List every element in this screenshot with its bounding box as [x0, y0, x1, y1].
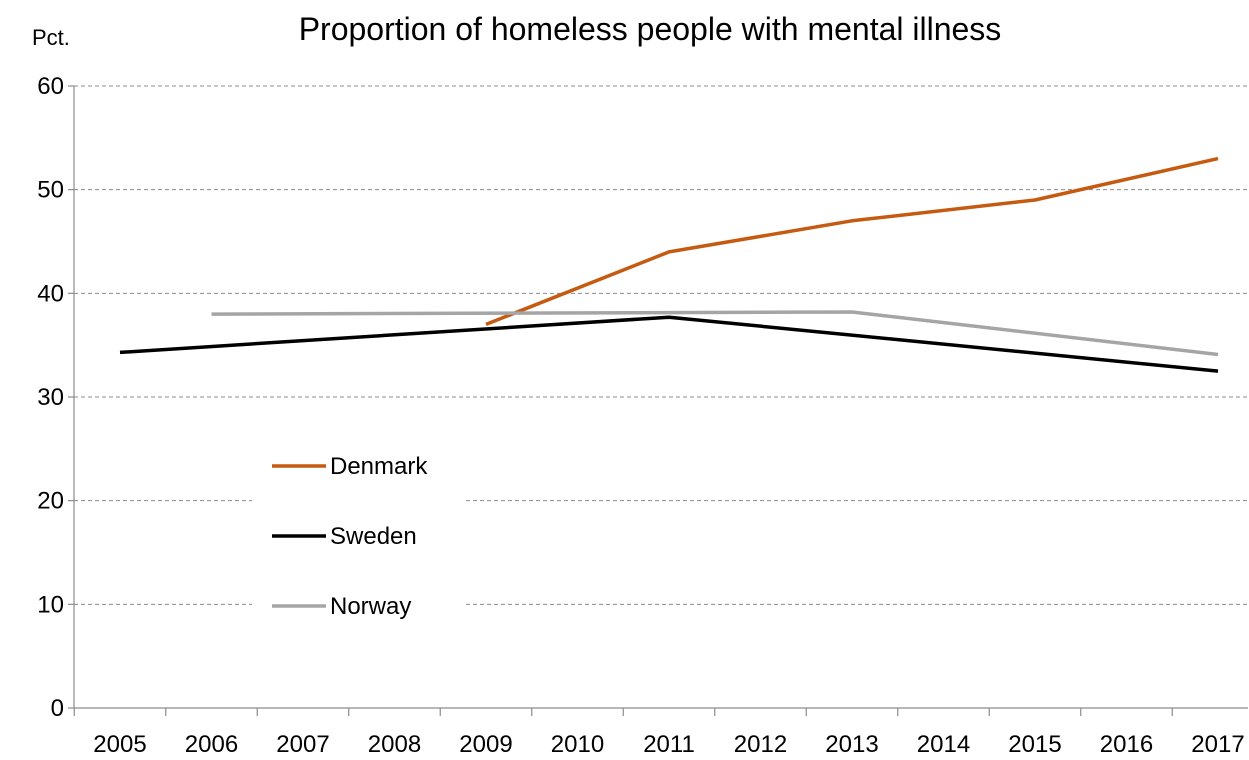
x-tick-label: 2013	[825, 731, 878, 758]
series-line-norway	[211, 310, 1219, 357]
y-tick-label: 0	[51, 695, 64, 722]
series-lines	[119, 156, 1219, 373]
x-tick-label: 2012	[734, 731, 787, 758]
y-tick-label: 30	[37, 384, 64, 411]
legend-label-denmark: Denmark	[330, 453, 428, 480]
x-tick-labels: 2005 2006 2007 2008 2009 2010 2011 2012 2013 2014…	[93, 731, 1244, 758]
y-tick-label: 40	[37, 280, 64, 307]
series-line-denmark	[485, 156, 1219, 327]
x-tick-label: 2009	[459, 731, 512, 758]
x-tick-label: 2017	[1191, 731, 1244, 758]
x-tick-label: 2005	[93, 731, 146, 758]
x-tick-label: 2010	[551, 731, 604, 758]
y-axis-unit-label: Pct.	[32, 25, 70, 50]
y-tick-label: 60	[37, 73, 64, 100]
x-tick-label: 2008	[368, 731, 421, 758]
series-line-sweden	[119, 315, 1219, 373]
x-tick-label: 2015	[1008, 731, 1061, 758]
x-tick-label: 2016	[1100, 731, 1153, 758]
y-tick-label: 20	[37, 488, 64, 515]
legend: Denmark Sweden Norway	[252, 440, 464, 630]
chart-title: Proportion of homeless people with menta…	[299, 11, 1002, 47]
y-tick-label: 50	[37, 177, 64, 204]
legend-label-norway: Norway	[330, 593, 411, 620]
axes	[68, 85, 1248, 716]
x-tick-label: 2011	[643, 731, 695, 758]
legend-label-sweden: Sweden	[330, 523, 417, 550]
y-tick-label: 10	[37, 591, 64, 618]
y-tick-labels: 0 10 20 30 40 50 60	[37, 73, 64, 722]
x-tick-label: 2007	[276, 731, 329, 758]
x-tick-label: 2006	[185, 731, 238, 758]
x-tick-label: 2014	[917, 731, 970, 758]
